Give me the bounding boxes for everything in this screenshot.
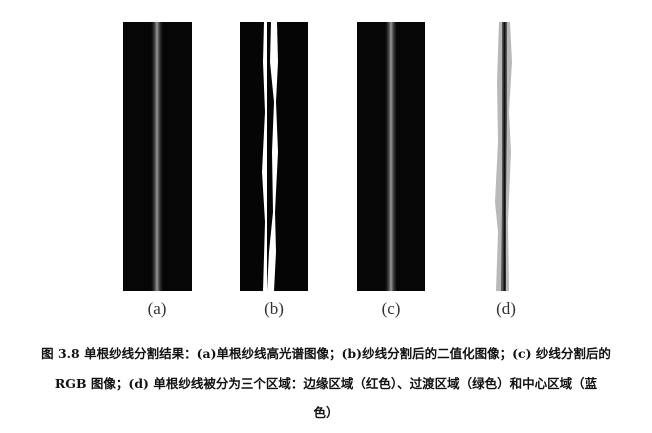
figure-caption-line-2: RGB 图像；(d) 单根纱线被分为三个区域：边缘区域（红色）、过渡区域（绿色）… (54, 376, 598, 391)
panel-d-label: (d) (496, 299, 516, 318)
figure-caption-line-3: 色） (313, 405, 339, 420)
figure-caption-line-1: 图 3.8 单根纱线分割结果：(a)单根纱线高光谱图像；(b)纱线分割后的二值化… (41, 346, 611, 361)
panel-c-rgb-image (357, 22, 425, 291)
panel-a-label: (a) (147, 299, 167, 318)
panel-b-binary-image (240, 22, 308, 291)
panel-d-region-map (495, 22, 512, 291)
panel-b-label: (b) (264, 299, 284, 318)
panel-c-label: (c) (381, 299, 401, 318)
panel-a-hyperspectral-image (123, 22, 192, 291)
